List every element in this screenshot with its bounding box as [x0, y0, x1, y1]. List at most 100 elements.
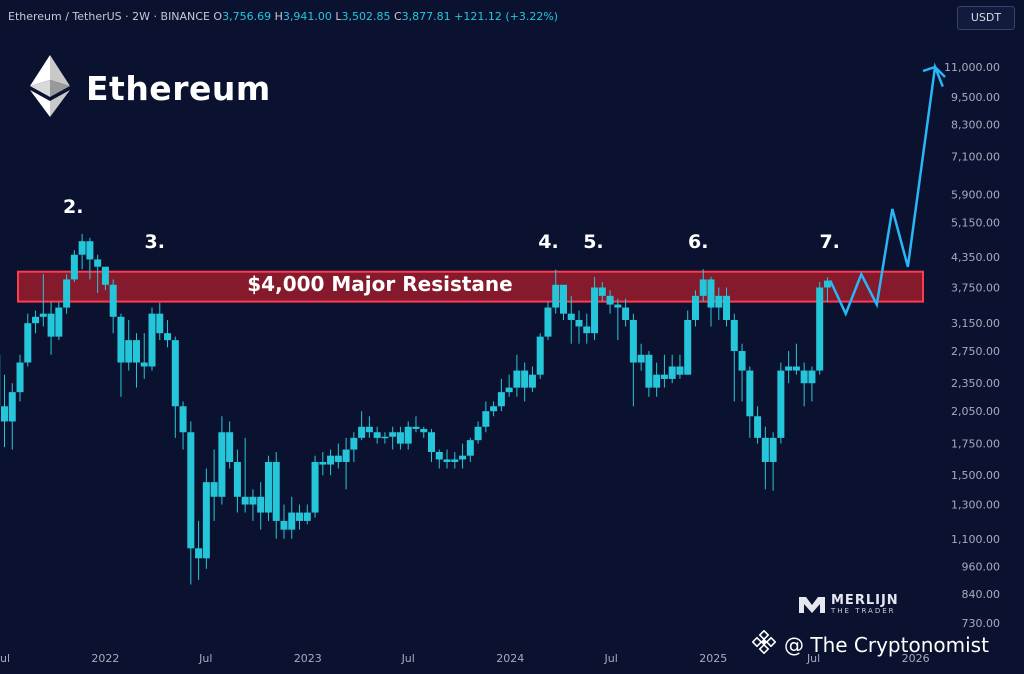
candle-body	[304, 513, 311, 521]
candle	[436, 450, 443, 469]
candle-body	[785, 366, 792, 370]
candle	[149, 308, 156, 371]
candle	[537, 333, 544, 379]
candle	[187, 421, 194, 584]
candle-body	[498, 392, 505, 406]
candle	[110, 279, 117, 333]
y-tick-label: 7,100.00	[951, 151, 1000, 164]
binance-diamond-icon	[752, 630, 776, 659]
candle-body	[801, 371, 808, 384]
touch-annotation: 2.	[63, 196, 83, 218]
candle-body	[125, 340, 132, 362]
candle	[785, 351, 792, 383]
symbol-header: Ethereum / TetherUS · 2W · BINANCE O3,75…	[8, 10, 558, 23]
y-tick-label: 3,750.00	[951, 281, 1000, 294]
candle-body	[397, 432, 404, 443]
candle-body	[257, 497, 264, 513]
candle	[638, 344, 645, 371]
touch-annotation: 7.	[819, 231, 839, 253]
candle	[133, 333, 140, 387]
candle	[793, 344, 800, 375]
touch-annotation: 3.	[145, 231, 165, 253]
candle-body	[1, 406, 8, 421]
candle-body	[9, 392, 16, 421]
candle	[17, 355, 24, 402]
candle-body	[40, 314, 47, 317]
candle-body	[102, 267, 109, 285]
candle-body	[141, 363, 148, 367]
candle-body	[638, 355, 645, 363]
candle-body	[234, 462, 241, 497]
candle	[226, 421, 233, 468]
y-tick-label: 840.00	[962, 588, 1001, 601]
low-value: 3,502.85	[341, 10, 390, 23]
candle-body	[195, 548, 202, 558]
candle-body	[739, 351, 746, 371]
candle	[513, 355, 520, 397]
candle	[467, 438, 474, 462]
candle-body	[358, 427, 365, 438]
candle-body	[676, 366, 683, 374]
candle	[304, 505, 311, 525]
candle-body	[405, 427, 412, 444]
candle	[273, 452, 280, 539]
symbol-name: Ethereum / TetherUS · 2W · BINANCE	[8, 10, 210, 23]
y-tick-label: 730.00	[962, 617, 1001, 630]
candle	[731, 314, 738, 402]
candle	[280, 505, 287, 539]
x-tick-label: Jul	[401, 652, 415, 665]
candle	[576, 311, 583, 344]
change-value: +121.12 (+3.22%)	[454, 10, 558, 23]
candle-body	[692, 296, 699, 320]
y-tick-label: 960.00	[962, 561, 1001, 574]
y-tick-label: 11,000.00	[944, 61, 1000, 74]
candle	[358, 411, 365, 440]
candle-body	[273, 462, 280, 521]
candle	[125, 320, 132, 371]
candle-body	[350, 438, 357, 450]
candle	[583, 314, 590, 344]
candle-body	[48, 314, 55, 337]
candle-body	[459, 456, 466, 460]
candle	[746, 366, 753, 437]
candle	[180, 401, 187, 449]
candle-body	[506, 388, 513, 393]
candle-body	[793, 366, 800, 370]
currency-selector[interactable]: USDT	[957, 6, 1015, 30]
ethereum-diamond-icon	[30, 55, 70, 121]
watermark-sub: THE TRADER	[831, 606, 899, 617]
x-tick-label: 2023	[294, 652, 322, 665]
candle	[808, 366, 815, 401]
high-label: H	[275, 10, 283, 23]
candle-body	[661, 375, 668, 379]
candle	[614, 299, 621, 340]
x-tick-label: 2025	[699, 652, 727, 665]
candle-body	[684, 320, 691, 375]
candle	[366, 416, 373, 438]
candle	[211, 450, 218, 521]
footer-credit-text: @ The Cryptonomist	[784, 633, 989, 657]
candle-body	[319, 462, 326, 465]
candle-body	[762, 438, 769, 462]
candle	[374, 427, 381, 444]
y-tick-label: 2,750.00	[951, 345, 1000, 358]
candle-body	[86, 241, 93, 259]
candle	[482, 401, 489, 432]
candle-body	[816, 287, 823, 370]
candle-body	[94, 259, 101, 266]
touch-annotation: 5.	[583, 231, 603, 253]
candle	[312, 456, 319, 518]
candle	[405, 421, 412, 449]
candle	[335, 444, 342, 469]
y-tick-label: 8,300.00	[951, 119, 1000, 132]
candle	[48, 302, 55, 355]
candle-body	[374, 432, 381, 438]
candle-body	[622, 308, 629, 320]
candle	[156, 303, 163, 340]
candle	[544, 302, 551, 341]
candle-body	[156, 314, 163, 334]
candle	[412, 416, 419, 432]
footer-credit: @ The Cryptonomist	[752, 630, 989, 659]
open-value: 3,756.69	[222, 10, 271, 23]
candle	[645, 351, 652, 397]
